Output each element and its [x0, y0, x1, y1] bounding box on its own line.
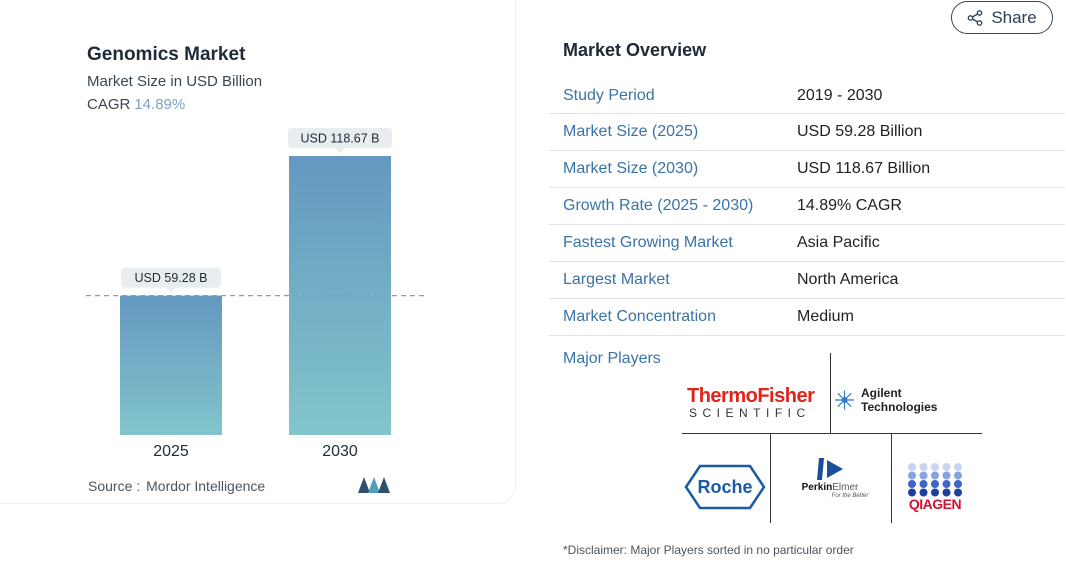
qiagen-logo: QIAGEN — [900, 461, 970, 513]
overview-row-label[interactable]: Market Size (2030) — [563, 160, 699, 177]
data-label: USD 118.67 B — [301, 132, 380, 146]
share-icon — [967, 9, 983, 26]
agilent-name: Agilent Technologies — [861, 386, 938, 414]
thermo-fisher-name: ThermoFisher — [687, 385, 815, 407]
thermo-fisher-sub: SCIENTIFIC — [689, 406, 811, 420]
data-label-pointer — [335, 148, 345, 153]
grid-divider — [891, 433, 892, 523]
perkinelmer-logo: PerkinElmer For the Better — [774, 449, 886, 505]
data-label: USD 59.28 B — [135, 271, 208, 285]
disclaimer: *Disclaimer: Major Players sorted in no … — [563, 543, 854, 557]
overview-row: Fastest Growing Market Asia Pacific — [549, 225, 1065, 262]
cagr-label: CAGR — [87, 96, 131, 113]
overview-row: Market Concentration Medium — [549, 299, 1065, 336]
mordor-logo-icon — [358, 477, 390, 493]
grid-divider — [892, 433, 982, 434]
overview-row-value: Asia Pacific — [797, 234, 880, 251]
chart-cagr: CAGR 14.89% — [87, 96, 185, 113]
thermo-fisher-logo: ThermoFisher SCIENTIFIC — [687, 383, 829, 423]
overview-title: Market Overview — [563, 40, 707, 60]
roche-hexagon-icon — [684, 464, 766, 510]
qiagen-name: QIAGEN — [908, 496, 962, 512]
overview-table: Study Period 2019 - 2030 Market Size (2025… — [549, 78, 1065, 336]
x-tick-label: 2030 — [322, 443, 358, 460]
overview-row: Growth Rate (2025 - 2030) 14.89% CAGR — [549, 188, 1065, 225]
overview-row-value: Medium — [797, 308, 854, 325]
grid-divider — [770, 433, 771, 523]
overview-row-value: North America — [797, 271, 899, 288]
bar-2025 — [120, 295, 222, 435]
bar-chart: USD 59.28 B 2025 USD 118.67 B 2030 — [86, 128, 428, 460]
overview-row-value: USD 59.28 Billion — [797, 123, 923, 140]
share-button[interactable]: Share — [951, 1, 1053, 34]
data-label-bg — [288, 128, 392, 148]
overview-row-label[interactable]: Fastest Growing Market — [563, 234, 733, 251]
chart-source: Source : Mordor Intelligence — [88, 478, 265, 494]
chart-subtitle: Market Size in USD Billion — [87, 73, 263, 90]
perkinelmer-tagline: For the Better — [831, 492, 869, 499]
overview-row-label[interactable]: Growth Rate (2025 - 2030) — [563, 197, 754, 214]
grid-divider — [770, 433, 892, 434]
overview-row: Market Size (2025) USD 59.28 Billion — [549, 114, 1065, 151]
chart-title: Genomics Market — [87, 44, 246, 65]
grid-divider — [682, 433, 770, 434]
share-label: Share — [991, 7, 1037, 27]
overview-row-label[interactable]: Market Size (2025) — [563, 123, 699, 140]
agilent-spark-icon — [834, 390, 855, 410]
roche-logo: Roche — [684, 463, 766, 511]
overview-row-value: USD 118.67 Billion — [797, 160, 931, 177]
grid-divider — [830, 353, 831, 433]
cagr-value: 14.89% — [134, 96, 186, 113]
data-label-pointer — [166, 287, 176, 293]
perkin-part: Perkin — [801, 481, 833, 493]
chart-card — [0, 0, 516, 504]
data-label-bg — [121, 267, 221, 288]
elmer-part: Elmer — [832, 481, 859, 493]
overview-row-label[interactable]: Largest Market — [563, 271, 670, 288]
overview-row: Largest Market North America — [549, 262, 1065, 299]
overview-row-value: 14.89% CAGR — [797, 197, 902, 214]
x-tick-label: 2025 — [153, 443, 189, 460]
overview-row-value: 2019 - 2030 — [797, 86, 883, 104]
overview-row: Study Period 2019 - 2030 — [549, 78, 1065, 114]
overview-row-label[interactable]: Study Period — [563, 86, 655, 104]
perkinelmer-name: PerkinElmer — [802, 482, 859, 493]
source-label: Source : — [88, 478, 141, 494]
roche-name: Roche — [697, 476, 753, 497]
source-value: Mordor Intelligence — [146, 478, 266, 494]
major-players-grid: ThermoFisher SCIENTIFIC Agilent Technolo… — [682, 353, 982, 523]
qiagen-dots-icon — [908, 463, 962, 497]
major-players-title: Major Players — [563, 350, 661, 367]
agilent-logo: Agilent Technologies — [834, 385, 976, 415]
overview-row-label[interactable]: Market Concentration — [563, 308, 716, 325]
perkinelmer-mark-icon — [817, 457, 843, 480]
overview-row: Market Size (2030) USD 118.67 Billion — [549, 151, 1065, 188]
